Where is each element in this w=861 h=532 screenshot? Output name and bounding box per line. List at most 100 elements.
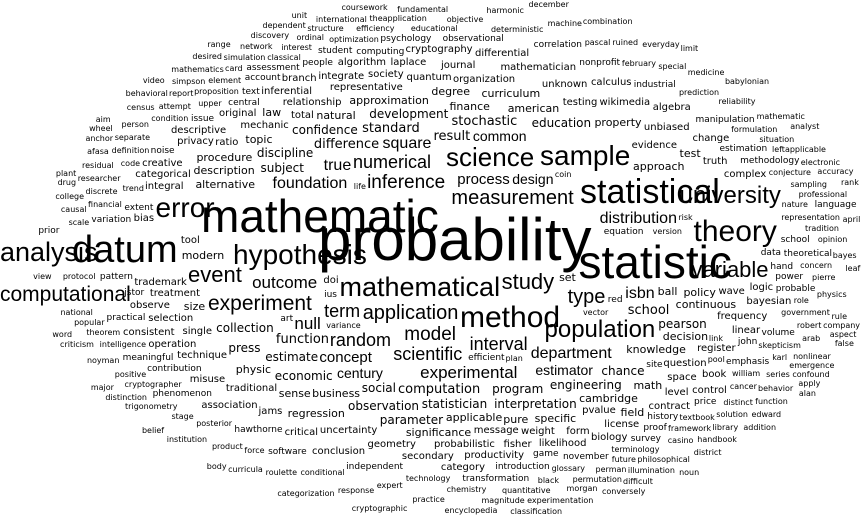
cloud-word: magnitude (481, 497, 524, 505)
cloud-word: curriculum (481, 88, 540, 99)
cloud-word: conditional (300, 469, 344, 477)
cloud-word: behavioral (126, 90, 168, 98)
cloud-word: collection (216, 322, 274, 334)
cloud-word: equation (604, 228, 644, 237)
cloud-word: stage (171, 413, 193, 421)
cloud-word: volume (762, 329, 795, 338)
cloud-word: illumination (628, 467, 675, 475)
cloud-word: scale (69, 219, 90, 227)
cloud-word: robert (797, 322, 821, 330)
cloud-word: integral (145, 182, 184, 192)
cloud-word: census (127, 104, 155, 112)
cloud-word: correlation (534, 41, 582, 50)
cloud-word: false (835, 340, 854, 348)
cloud-word: mathematic (201, 193, 439, 239)
cloud-word: knowledge (626, 344, 686, 355)
cloud-word: geometry (368, 440, 416, 450)
cloud-word: afasa (87, 148, 109, 156)
cloud-word: phenomenon (153, 390, 212, 399)
cloud-word: development (369, 108, 448, 120)
cloud-word: definition (112, 147, 150, 155)
cloud-word: leftapplicable (772, 146, 826, 154)
cloud-word: experimentation (527, 497, 593, 505)
cloud-word: event (188, 264, 242, 286)
cloud-word: cryptography (405, 45, 472, 55)
cloud-word: science (446, 144, 534, 170)
cloud-word: ius (324, 291, 337, 300)
cloud-word: policy (683, 287, 715, 298)
cloud-word: cryptographer (125, 381, 182, 389)
cloud-word: response (338, 487, 374, 495)
cloud-word: history (647, 413, 678, 422)
cloud-word: study (502, 271, 555, 293)
cloud-word: wheel (89, 125, 113, 133)
cloud-word: space (667, 373, 696, 383)
cloud-word: professional (799, 191, 847, 199)
cloud-word: methodology (740, 157, 799, 166)
cloud-word: parameter (380, 414, 443, 426)
cloud-word: text (242, 88, 260, 97)
cloud-word: version (653, 228, 682, 236)
cloud-word: cancer (730, 383, 757, 391)
cloud-word: pure (503, 414, 528, 425)
cloud-word: social (362, 382, 396, 394)
cloud-word: contract (649, 402, 691, 412)
cloud-word: structure (307, 25, 343, 33)
cloud-word: calculus (591, 78, 632, 88)
cloud-word: education (532, 117, 592, 129)
cloud-word: computation (398, 383, 480, 396)
cloud-word: category (441, 463, 485, 473)
cloud-word: ruined (612, 39, 638, 47)
cloud-word: unbiased (644, 123, 690, 133)
cloud-word: confound (792, 371, 829, 379)
cloud-word: privacy (177, 137, 214, 147)
cloud-word: representative (330, 83, 403, 93)
cloud-word: range (207, 41, 230, 49)
cloud-word: unit (292, 12, 308, 20)
cloud-word: categorical (135, 170, 190, 180)
cloud-word: pearson (658, 318, 707, 330)
cloud-word: classical (267, 54, 301, 62)
cloud-word: error (156, 194, 215, 222)
cloud-word: november (563, 453, 609, 462)
cloud-word: mathematic (757, 113, 805, 121)
cloud-word: procedure (196, 152, 252, 163)
cloud-word: process (457, 172, 510, 187)
cloud-word: plant (56, 170, 76, 178)
cloud-word: estimator (535, 363, 593, 377)
cloud-word: analysis (0, 239, 98, 266)
cloud-word: practical (106, 314, 145, 323)
cloud-word: apply (798, 380, 820, 388)
cloud-word: medicine (688, 69, 725, 77)
cloud-word: wave (718, 287, 744, 297)
cloud-word: variance (326, 322, 360, 330)
cloud-word: natural (316, 110, 355, 121)
cloud-word: algebra (653, 103, 691, 113)
cloud-word: computing (356, 48, 404, 57)
cloud-word: treatment (150, 289, 200, 299)
cloud-word: american (508, 103, 560, 114)
cloud-word: jstor (124, 289, 144, 298)
cloud-word: company (823, 322, 860, 330)
cloud-word: element (208, 77, 241, 85)
cloud-word: prediction (679, 89, 719, 97)
cloud-word: integrate (318, 72, 364, 82)
cloud-word: confidence (292, 124, 358, 136)
cloud-word: nature (782, 201, 808, 209)
cloud-word: estimate (265, 351, 318, 363)
cloud-word: hand (770, 263, 793, 272)
cloud-word: code (121, 160, 140, 168)
cloud-word: combination (583, 18, 633, 26)
cloud-word: discovery (251, 32, 289, 40)
cloud-word: jams (259, 407, 283, 417)
cloud-word: meaningful (123, 354, 174, 363)
cloud-word: chance (601, 365, 644, 377)
cloud-word: issue (191, 115, 214, 124)
cloud-word: function (276, 333, 329, 346)
cloud-word: relationship (283, 98, 342, 108)
cloud-word: topic (245, 134, 272, 145)
cloud-word: critical (285, 428, 319, 438)
cloud-word: person (122, 121, 149, 129)
cloud-word: distribution (600, 211, 677, 227)
cloud-word: dependent (263, 22, 306, 30)
